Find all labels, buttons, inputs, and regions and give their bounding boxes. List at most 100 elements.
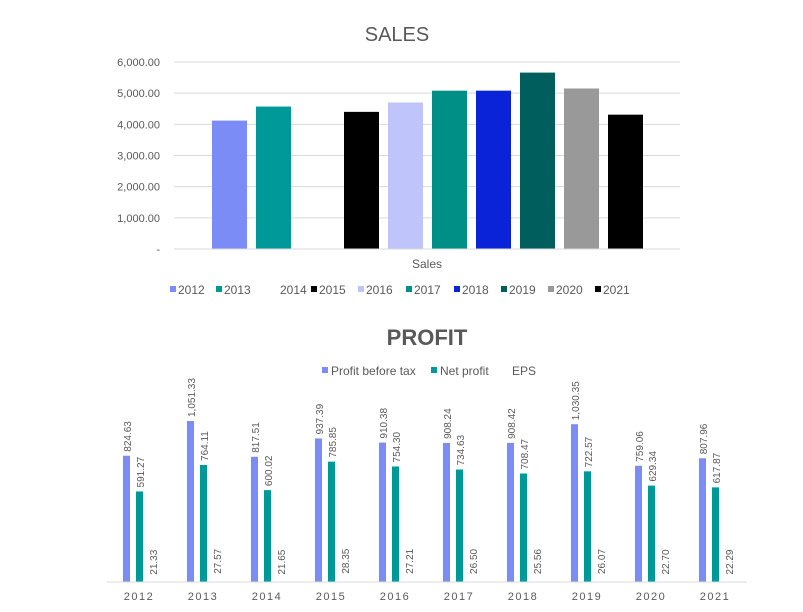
profit-bar-profit-before-tax <box>571 424 578 582</box>
profit-data-label: 629.34 <box>648 451 659 482</box>
sales-legend-label: 2019 <box>509 283 536 297</box>
profit-bar-net-profit <box>456 469 463 582</box>
profit-legend: Profit before tax Net profit EPS <box>322 364 536 378</box>
sales-y-tick-label: - <box>156 244 160 256</box>
profit-x-tick-label: 2021 <box>700 591 730 603</box>
sales-legend-label: 2018 <box>462 283 489 297</box>
profit-bar-profit-before-tax <box>699 458 706 582</box>
profit-data-label: 28.35 <box>341 548 352 573</box>
profit-legend-label: EPS <box>512 364 536 378</box>
sales-legend-label: 2016 <box>366 283 393 297</box>
profit-data-label: 25.56 <box>533 549 544 574</box>
sales-legend-swatch <box>501 286 507 292</box>
profit-data-label: 734.63 <box>456 434 467 465</box>
profit-x-tick-label: 2019 <box>572 591 602 603</box>
sales-legend-label: 2017 <box>414 283 441 297</box>
profit-data-label: 908.24 <box>443 408 454 439</box>
sales-legend-label: 2014 <box>280 283 307 297</box>
profit-bar-net-profit <box>712 487 719 582</box>
sales-y-tick-label: 4,000.00 <box>117 119 160 131</box>
sales-bar-2017 <box>432 90 467 249</box>
sales-y-tick-label: 1,000.00 <box>117 213 160 225</box>
profit-bar-profit-before-tax <box>123 455 130 582</box>
profit-legend-label: Profit before tax <box>331 364 416 378</box>
sales-legend-swatch <box>454 286 460 292</box>
profit-data-label: 591.27 <box>136 456 147 487</box>
profit-data-label: 1,051.33 <box>187 378 198 417</box>
sales-legend-label: 2012 <box>178 283 205 297</box>
profit-x-tick-label: 2015 <box>316 591 346 603</box>
sales-x-axis-label: Sales <box>412 257 442 271</box>
profit-data-label: 22.70 <box>661 549 672 574</box>
sales-legend-label: 2015 <box>319 283 346 297</box>
profit-bar-profit-before-tax <box>635 465 642 582</box>
profit-data-label: 937.39 <box>315 403 326 434</box>
sales-bar-2016 <box>388 102 423 250</box>
sales-gridlines <box>174 61 680 219</box>
sales-legend-swatch <box>272 286 278 292</box>
sales-bar-2012 <box>212 120 247 250</box>
sales-legend-label: 2013 <box>224 283 251 297</box>
sales-legend-swatch <box>358 286 364 292</box>
profit-x-tick-label: 2020 <box>636 591 666 603</box>
sales-bar-2019 <box>520 72 555 249</box>
profit-x-tick-label: 2016 <box>380 591 410 603</box>
profit-bar-net-profit <box>136 491 143 582</box>
profit-x-tick-label: 2014 <box>252 591 282 603</box>
sales-legend-label: 2021 <box>603 283 630 297</box>
sales-y-tick-label: 6,000.00 <box>117 57 160 69</box>
profit-data-label: 817.51 <box>251 422 262 453</box>
profit-data-label: 908.42 <box>507 408 518 439</box>
profit-bar-profit-before-tax <box>315 438 322 582</box>
profit-bar-net-profit <box>328 461 335 582</box>
profit-data-label: 26.50 <box>469 548 480 573</box>
profit-data-label: 807.96 <box>699 423 710 454</box>
profit-data-label: 22.29 <box>725 549 736 574</box>
sales-chart-title: SALES <box>365 24 429 46</box>
profit-data-label: 600.02 <box>264 455 275 486</box>
profit-bar-net-profit <box>264 490 271 582</box>
profit-legend-swatch <box>322 367 328 373</box>
sales-y-tick-label: 5,000.00 <box>117 88 160 100</box>
sales-legend-label: 2020 <box>556 283 583 297</box>
profit-x-axis: 2012 2013 2014 2015 2016 2017 2018 2019 2020 2021 <box>124 591 730 603</box>
profit-bar-net-profit <box>200 464 207 582</box>
profit-data-label: 910.38 <box>379 408 390 439</box>
profit-data-label: 617.87 <box>712 452 723 483</box>
profit-x-tick-label: 2012 <box>124 591 154 603</box>
sales-bars <box>212 72 643 250</box>
profit-bar-net-profit <box>392 466 399 582</box>
sales-legend-swatch <box>406 286 412 292</box>
profit-bar-profit-before-tax <box>187 421 194 582</box>
profit-bar-net-profit <box>520 473 527 582</box>
profit-x-tick-label: 2018 <box>508 591 538 603</box>
profit-data-label: 759.06 <box>635 431 646 462</box>
sales-bar-2013 <box>256 106 291 250</box>
profit-bar-net-profit <box>648 485 655 582</box>
sales-legend-swatch <box>595 286 601 292</box>
profit-bar-profit-before-tax <box>251 456 258 582</box>
profit-data-label: 1,030.35 <box>571 381 582 420</box>
profit-x-tick-label: 2017 <box>444 591 474 603</box>
profit-data-label: 708.47 <box>520 438 531 469</box>
sales-y-axis: - 1,000.00 2,000.00 3,000.00 4,000.00 5,000.0… <box>117 57 160 256</box>
profit-data-label: 21.33 <box>149 549 160 574</box>
sales-bar-2018 <box>476 90 511 249</box>
sales-legend-swatch <box>170 286 176 292</box>
sales-bar-2015 <box>344 111 379 249</box>
sales-legend: 2012 2013 2014 2015 2016 2017 2018 2019 2020 2021 <box>170 283 630 297</box>
profit-data-label: 21.65 <box>277 549 288 574</box>
sales-y-tick-label: 2,000.00 <box>117 182 160 194</box>
profit-data-label: 824.63 <box>123 421 134 452</box>
profit-data-label: 754.30 <box>392 431 403 462</box>
profit-data-label: 764.11 <box>200 431 211 461</box>
profit-data-label: 27.21 <box>405 548 416 573</box>
sales-bar-2020 <box>564 88 599 249</box>
profit-bar-net-profit <box>584 471 591 582</box>
sales-legend-swatch <box>311 286 317 292</box>
sales-bar-2021 <box>608 114 643 250</box>
profit-data-label: 785.85 <box>328 427 339 458</box>
sales-legend-swatch <box>548 286 554 292</box>
